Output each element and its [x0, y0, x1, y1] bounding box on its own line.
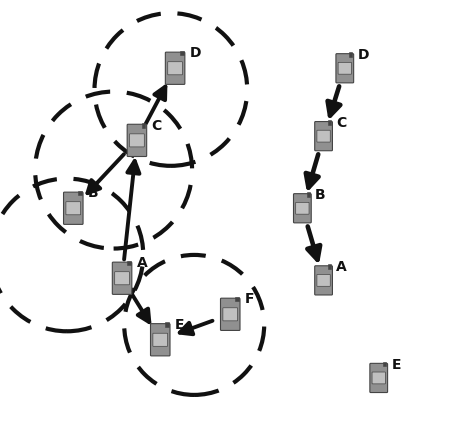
Bar	[127, 261, 131, 266]
Text: C: C	[337, 116, 346, 130]
FancyBboxPatch shape	[317, 275, 330, 287]
Bar	[307, 193, 310, 197]
Bar	[180, 52, 183, 56]
FancyBboxPatch shape	[317, 131, 330, 143]
FancyBboxPatch shape	[293, 194, 311, 223]
FancyBboxPatch shape	[296, 203, 309, 215]
FancyBboxPatch shape	[153, 334, 168, 346]
Bar	[383, 362, 386, 366]
Bar	[328, 265, 331, 269]
FancyBboxPatch shape	[165, 53, 185, 85]
Bar	[235, 297, 239, 302]
Text: D: D	[190, 46, 201, 60]
FancyBboxPatch shape	[315, 266, 332, 295]
FancyBboxPatch shape	[129, 135, 144, 147]
Bar	[328, 121, 331, 125]
FancyBboxPatch shape	[338, 63, 351, 75]
Bar	[349, 53, 353, 58]
Text: B: B	[88, 186, 98, 200]
Text: E: E	[175, 317, 184, 331]
Bar	[165, 322, 169, 327]
FancyBboxPatch shape	[168, 63, 182, 76]
FancyBboxPatch shape	[127, 125, 146, 157]
Text: A: A	[137, 256, 147, 270]
Text: F: F	[245, 292, 254, 306]
FancyBboxPatch shape	[66, 202, 81, 215]
FancyBboxPatch shape	[64, 193, 83, 225]
FancyBboxPatch shape	[223, 308, 237, 321]
FancyBboxPatch shape	[112, 262, 132, 295]
Bar	[142, 124, 146, 128]
FancyBboxPatch shape	[315, 122, 332, 151]
FancyBboxPatch shape	[151, 324, 170, 356]
FancyBboxPatch shape	[372, 372, 385, 384]
Text: C: C	[151, 118, 162, 132]
Text: D: D	[357, 48, 369, 62]
Text: E: E	[392, 357, 401, 371]
Text: A: A	[337, 259, 347, 273]
FancyBboxPatch shape	[336, 55, 354, 83]
FancyBboxPatch shape	[370, 363, 388, 393]
FancyBboxPatch shape	[115, 272, 129, 285]
FancyBboxPatch shape	[220, 299, 240, 331]
Text: B: B	[315, 187, 326, 201]
Bar	[78, 191, 82, 196]
